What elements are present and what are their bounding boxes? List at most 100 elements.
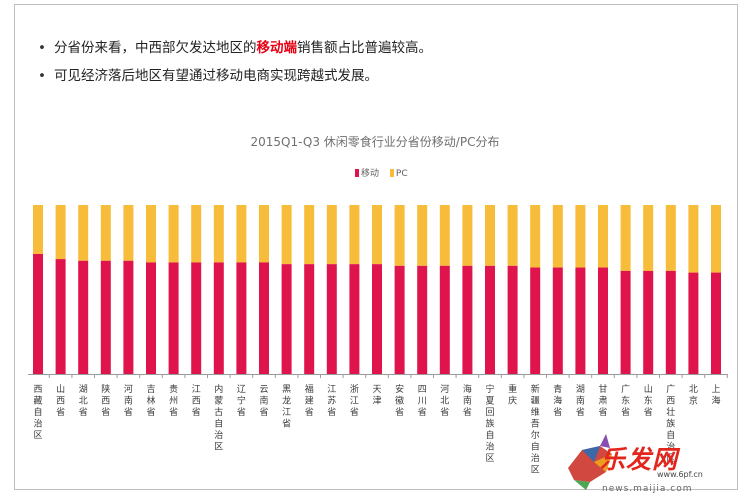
bar-pc <box>620 205 631 271</box>
bar-pc <box>530 205 541 268</box>
bar-pc <box>146 205 156 263</box>
bullet-item-2: • 可见经济落后地区有望通过移动电商实现跨越式发展。 <box>38 62 432 90</box>
bar-pc <box>213 205 224 263</box>
x-tick-label: 甘肃省 <box>598 383 607 418</box>
bar-mobile <box>326 264 337 374</box>
bar-mobile <box>304 264 315 374</box>
x-tick-label: 海南省 <box>463 383 472 418</box>
bar-pc <box>507 205 518 266</box>
bar-mobile <box>462 265 473 374</box>
bar-pc <box>439 205 450 266</box>
bar-pc <box>598 205 608 268</box>
bar-pc <box>665 205 676 271</box>
x-tick-label: 北京 <box>689 384 698 407</box>
x-tick-label: 内蒙古自治区 <box>214 383 223 453</box>
bar-pc <box>55 205 66 260</box>
bar-pc <box>349 205 360 265</box>
watermark-url-secondary: news.maijia.com <box>602 484 693 494</box>
bullet-list: • 分省份来看，中西部欠发达地区的移动端销售额占比普遍较高。 • 可见经济落后地… <box>38 34 432 90</box>
legend-label-mobile: 移动 <box>361 169 380 179</box>
bar-mobile <box>530 267 541 374</box>
bar-mobile <box>643 270 654 374</box>
bar-mobile <box>100 260 111 374</box>
x-tick-label: 吉林省 <box>146 384 155 418</box>
x-tick-label: 青海省 <box>553 383 562 418</box>
x-tick-label: 贵州省 <box>169 383 178 418</box>
x-tick-label: 云南省 <box>259 385 268 418</box>
x-tick-label: 广东省 <box>621 383 630 418</box>
bar-mobile <box>33 254 43 374</box>
bar-mobile <box>123 260 134 374</box>
bullet-text: 可见经济落后地区有望通过移动电商实现跨越式发展。 <box>54 68 378 84</box>
bar-mobile <box>146 262 156 374</box>
bar-mobile <box>281 264 292 374</box>
bar-pc <box>304 205 315 265</box>
bar-mobile <box>665 270 676 374</box>
bar-mobile <box>78 260 89 374</box>
x-tick-label: 上海 <box>711 384 720 407</box>
x-tick-label: 安徽省 <box>395 383 404 418</box>
bar-pc <box>123 205 134 261</box>
bar-pc <box>191 205 202 263</box>
chart-legend: 移动 PC <box>355 166 416 179</box>
bar-mobile <box>598 267 608 374</box>
bullet-text: 分省份来看，中西部欠发达地区的 <box>54 40 257 56</box>
x-tick-label: 新疆维吾尔自治区 <box>531 383 540 476</box>
bar-pc <box>78 205 89 261</box>
x-tick-label: 重庆 <box>508 383 517 407</box>
x-tick-label: 江苏省 <box>327 384 336 418</box>
x-tick-label: 江西省 <box>192 384 201 418</box>
bar-mobile <box>191 262 202 374</box>
x-tick-label: 河北省 <box>440 383 449 418</box>
bar-mobile <box>349 264 360 374</box>
x-tick-label: 辽宁省 <box>237 384 246 418</box>
bar-pc <box>281 205 292 265</box>
legend-swatch-mobile <box>355 169 359 177</box>
x-tick-label: 河南省 <box>124 383 133 418</box>
x-tick-label: 宁夏回族自治区 <box>485 383 494 464</box>
x-tick-label: 陕西省 <box>101 383 110 418</box>
bullet-text-end: 销售额占比普遍较高。 <box>297 40 432 56</box>
x-tick-label: 浙江省 <box>350 383 359 418</box>
bar-mobile <box>213 262 224 374</box>
bar-mobile <box>236 262 247 374</box>
bar-pc <box>711 205 721 273</box>
bar-mobile <box>259 262 269 374</box>
legend-item-mobile: 移动 <box>355 169 379 179</box>
legend-swatch-pc <box>389 169 394 177</box>
bar-mobile <box>552 267 563 374</box>
bar-mobile <box>55 259 66 374</box>
bar-mobile <box>372 264 382 374</box>
bar-pc <box>643 205 654 271</box>
bar-mobile <box>417 265 428 374</box>
x-tick-label: 西藏自治区 <box>33 384 42 441</box>
watermark-logo <box>560 428 750 498</box>
x-tick-label: 山东省 <box>644 384 653 418</box>
bullet-dot: • <box>38 40 46 56</box>
bar-pc <box>552 205 563 268</box>
bar-pc <box>462 205 473 266</box>
bullet-dot: • <box>38 68 46 84</box>
x-tick-label: 四川省 <box>418 385 427 418</box>
bar-pc <box>236 205 247 263</box>
bar-pc <box>372 205 382 265</box>
bar-pc <box>485 205 495 266</box>
bar-pc <box>575 205 586 268</box>
bar-pc <box>417 205 428 266</box>
x-tick-label: 天津 <box>372 385 381 407</box>
chart-title: 2015Q1-Q3 休闲零食行业分省份移动/PC分布 <box>250 135 500 149</box>
x-tick-label: 湖南省 <box>576 384 585 418</box>
legend-label-pc: PC <box>395 169 408 179</box>
bar-pc <box>168 205 179 263</box>
x-tick-label: 广西壮族自治区 <box>666 383 675 464</box>
legend-item-pc: PC <box>389 169 408 179</box>
bar-mobile <box>168 262 179 374</box>
bar-mobile <box>688 272 699 374</box>
bar-mobile <box>620 270 631 374</box>
bar-pc <box>394 205 405 266</box>
bar-pc <box>326 205 337 265</box>
x-tick-label: 福建省 <box>305 383 314 418</box>
bar-mobile <box>711 272 721 374</box>
x-tick-label: 山西省 <box>56 384 65 418</box>
